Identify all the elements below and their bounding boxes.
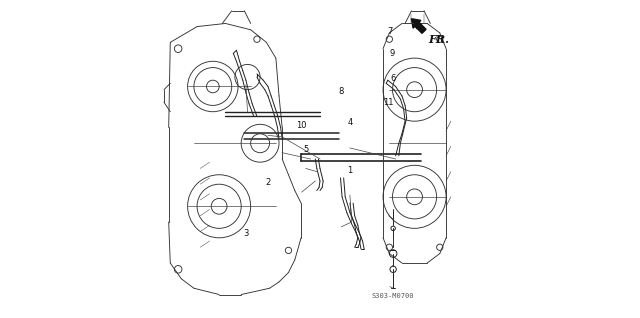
Text: 4: 4 bbox=[348, 118, 353, 127]
Text: 6: 6 bbox=[390, 74, 396, 83]
Text: 5: 5 bbox=[303, 145, 308, 154]
Text: 11: 11 bbox=[383, 98, 394, 107]
Text: 10: 10 bbox=[296, 121, 307, 130]
Text: 8: 8 bbox=[339, 87, 344, 96]
Text: 3: 3 bbox=[243, 229, 248, 238]
Text: S303-M0700: S303-M0700 bbox=[371, 293, 413, 299]
Text: 9: 9 bbox=[389, 49, 394, 58]
Text: 1: 1 bbox=[348, 166, 353, 175]
FancyArrow shape bbox=[412, 19, 426, 33]
Text: 7: 7 bbox=[387, 27, 393, 36]
Text: 2: 2 bbox=[266, 178, 271, 187]
Text: FR.: FR. bbox=[429, 34, 450, 45]
